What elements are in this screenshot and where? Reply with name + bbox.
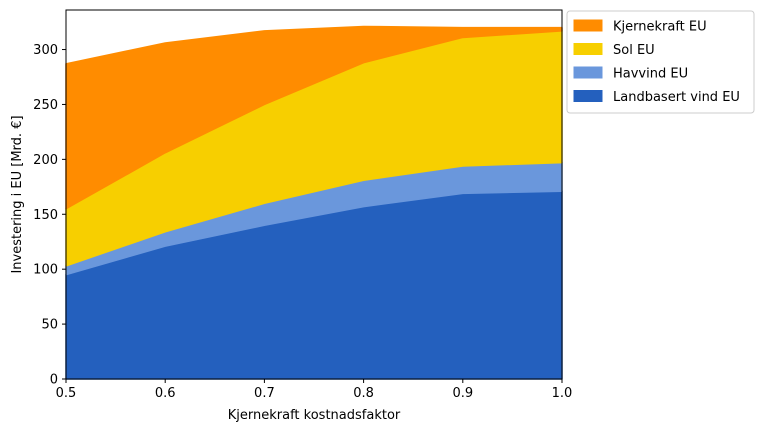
x-tick-label: 0.6 [155, 386, 176, 401]
legend-label-kjernekraft-eu: Kjernekraft EU [613, 20, 707, 35]
x-tick-label: 0.5 [56, 386, 77, 401]
x-tick-label: 1.0 [552, 386, 573, 401]
legend-box [566, 10, 755, 114]
y-tick-label: 150 [33, 208, 58, 223]
x-tick-label: 0.9 [452, 386, 473, 401]
legend-swatch-havvind-eu [573, 66, 603, 79]
legend-swatch-sol-eu [573, 43, 603, 55]
chart-areas [65, 25, 563, 380]
legend-swatch-landbasert-vind-eu [573, 90, 603, 102]
x-axis-label: Kjernekraft kostnadsfaktor [228, 408, 401, 423]
x-tick-label: 0.8 [353, 386, 374, 401]
y-tick-label: 100 [33, 263, 58, 278]
y-tick-label: 200 [33, 153, 58, 168]
legend-swatch-kjernekraft-eu [573, 19, 603, 32]
legend: Kjernekraft EU Sol EU Havvind EU Landbasert… [566, 10, 755, 114]
x-axis-ticks: 0.5 0.6 0.7 0.8 0.9 1.0 [56, 379, 573, 401]
legend-label-sol-eu: Sol EU [613, 43, 655, 58]
x-tick-label: 0.7 [254, 386, 275, 401]
y-axis-label: Investering i EU [Mrd. €] [10, 115, 25, 273]
y-tick-label: 300 [33, 43, 58, 58]
y-tick-label: 50 [41, 318, 58, 333]
y-axis-ticks: 0 50 100 150 200 250 300 [33, 43, 66, 388]
legend-label-havvind-eu: Havvind EU [613, 67, 688, 82]
plot-frame [65, 9, 563, 380]
y-tick-label: 250 [33, 98, 58, 113]
legend-label-landbasert-vind-eu: Landbasert vind EU [613, 90, 740, 105]
y-tick-label: 0 [50, 373, 58, 388]
